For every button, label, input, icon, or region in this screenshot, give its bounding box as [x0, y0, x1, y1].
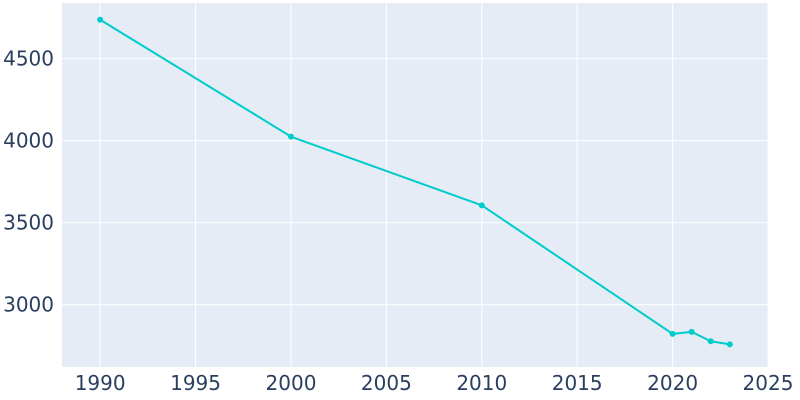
- x-tick-label: 2010: [456, 371, 507, 395]
- x-tick-label: 2025: [743, 371, 794, 395]
- y-tick-label: 4500: [3, 47, 54, 71]
- data-point[interactable]: [97, 16, 104, 23]
- x-tick-label: 2015: [552, 371, 603, 395]
- y-tick-label: 4000: [3, 129, 54, 153]
- y-axis-ticks: 3000 3500 4000 4500: [3, 47, 54, 317]
- data-point[interactable]: [287, 133, 294, 140]
- plot-area: [62, 3, 768, 367]
- data-point[interactable]: [688, 328, 695, 335]
- data-point[interactable]: [726, 341, 733, 348]
- x-tick-label: 1990: [75, 371, 126, 395]
- data-point[interactable]: [707, 338, 714, 345]
- x-axis-ticks: 1990 1995 2000 2005 2010 2015 2020 2025: [75, 371, 794, 395]
- series-layer: [97, 16, 733, 348]
- y-tick-label: 3500: [3, 211, 54, 235]
- y-tick-label: 3000: [3, 293, 54, 317]
- x-tick-label: 1995: [170, 371, 221, 395]
- gridlines: [62, 3, 769, 367]
- data-point[interactable]: [478, 202, 485, 209]
- x-tick-label: 2000: [266, 371, 317, 395]
- data-point[interactable]: [669, 330, 676, 337]
- x-tick-label: 2005: [361, 371, 412, 395]
- x-tick-label: 2020: [647, 371, 698, 395]
